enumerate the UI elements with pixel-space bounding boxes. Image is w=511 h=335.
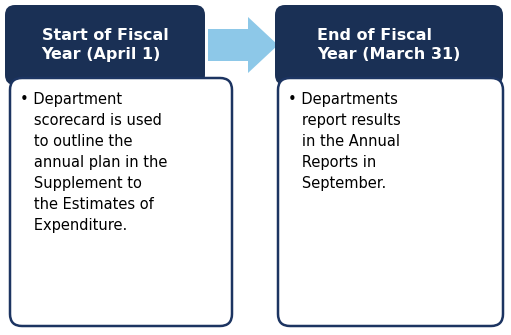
Polygon shape	[208, 17, 278, 73]
Text: Start of Fiscal
Year (April 1): Start of Fiscal Year (April 1)	[41, 28, 169, 62]
FancyBboxPatch shape	[10, 78, 232, 326]
Text: • Department
   scorecard is used
   to outline the
   annual plan in the
   Sup: • Department scorecard is used to outlin…	[20, 92, 168, 233]
FancyBboxPatch shape	[275, 5, 503, 85]
Text: End of Fiscal
Year (March 31): End of Fiscal Year (March 31)	[317, 28, 461, 62]
FancyBboxPatch shape	[278, 78, 503, 326]
FancyBboxPatch shape	[5, 5, 205, 85]
Text: • Departments
   report results
   in the Annual
   Reports in
   September.: • Departments report results in the Annu…	[288, 92, 401, 191]
